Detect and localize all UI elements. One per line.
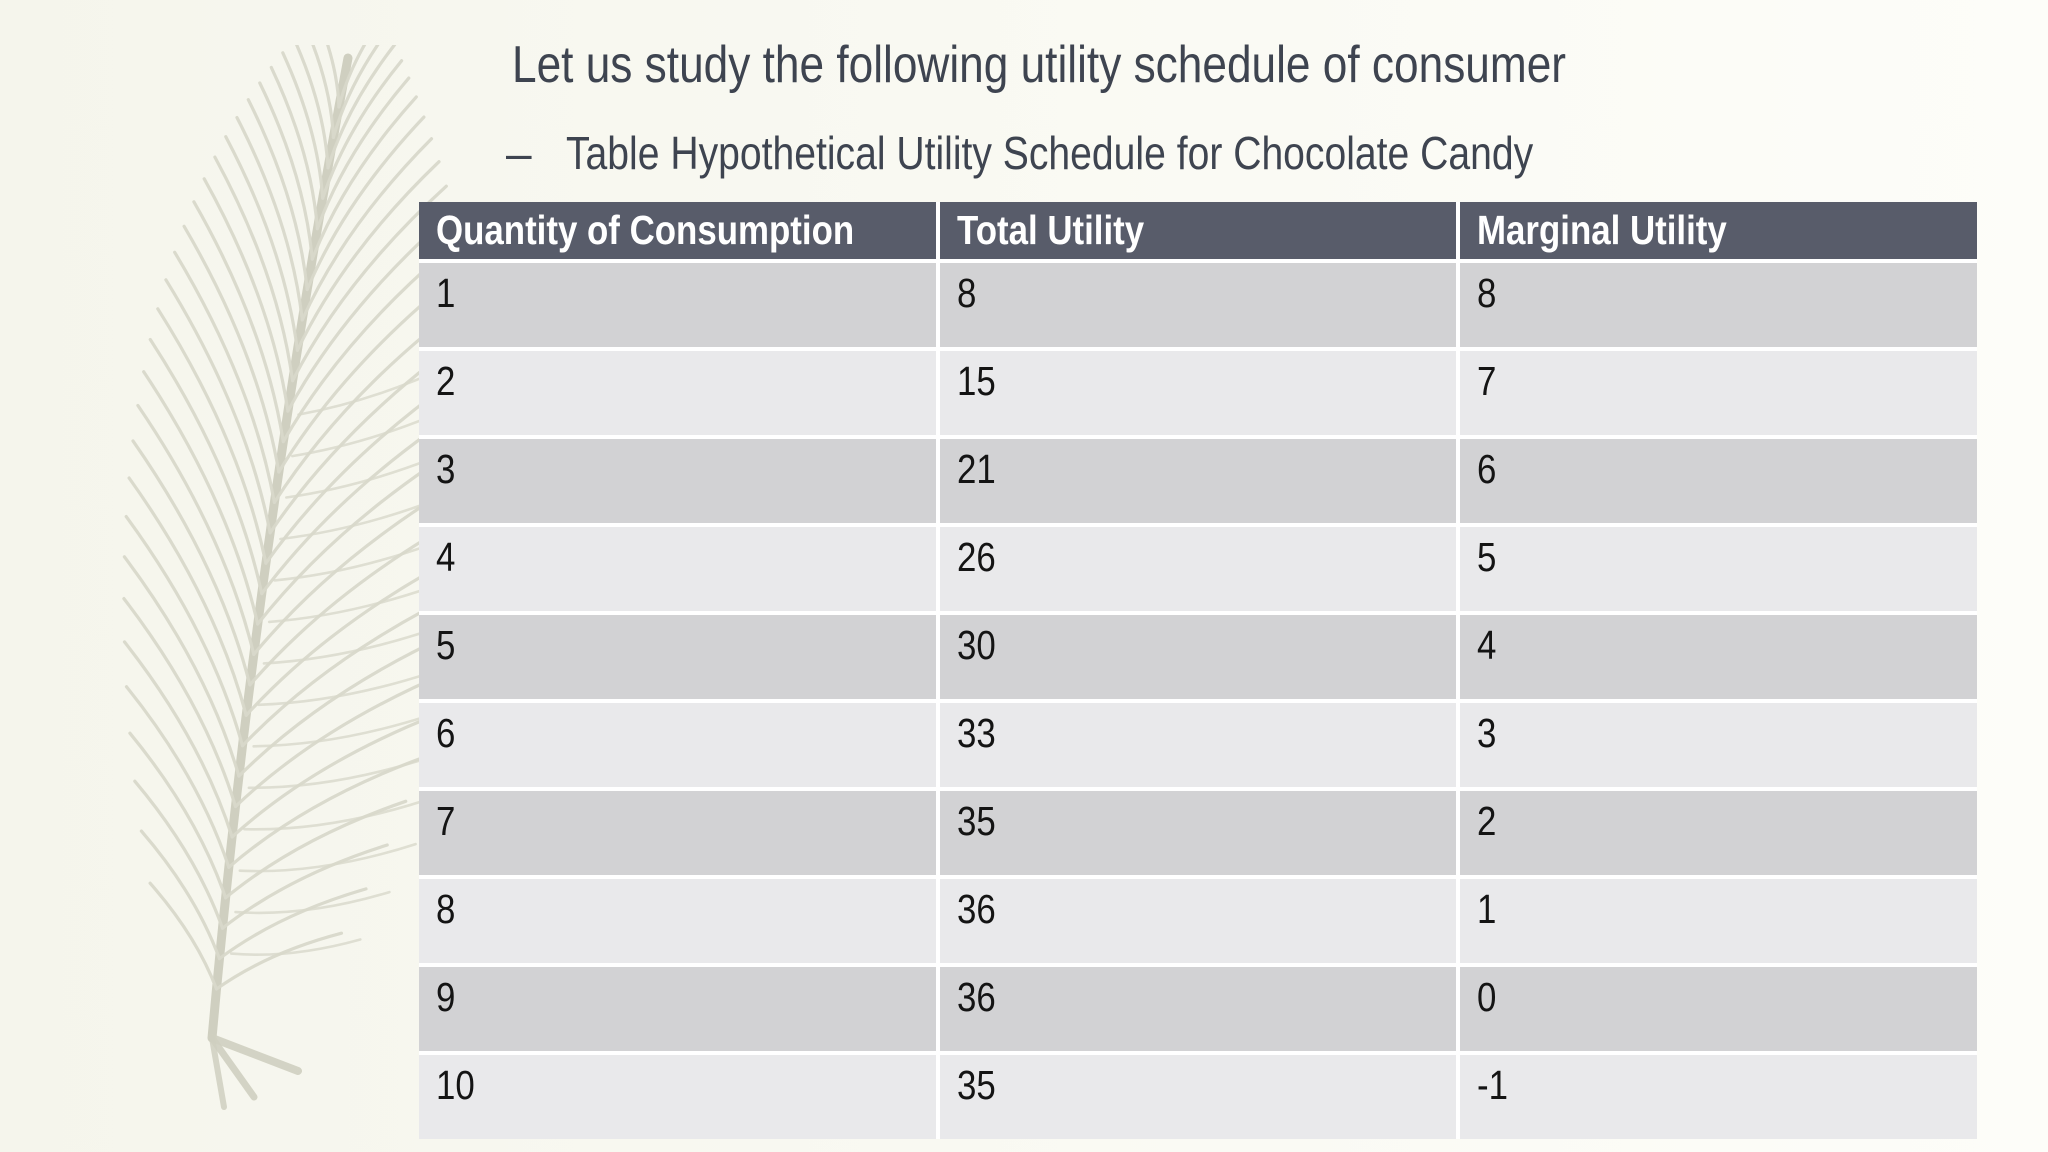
- table-cell: 26: [939, 527, 1457, 611]
- table-cell: -1: [1460, 1055, 1977, 1139]
- table-row: 4 26 5: [419, 527, 1977, 611]
- table-cell: 4: [419, 527, 936, 611]
- table-cell: 5: [1460, 527, 1977, 611]
- table-cell: 10: [419, 1055, 936, 1139]
- table-body: 1 8 8 2 15 7 3 21 6 4 26 5 5 30 4 6 33 3 7 35 2 8 36 1 9 36 0 10 35-…: [419, 263, 1977, 1139]
- table-row: 2 15 7: [419, 351, 1977, 435]
- table-row: 6 33 3: [419, 703, 1977, 787]
- table-row: 9 36 0: [419, 967, 1977, 1051]
- table-cell: 2: [419, 351, 936, 435]
- table-cell: 9: [419, 967, 936, 1051]
- table-cell: 1: [419, 263, 936, 347]
- table-cell: 4: [1460, 615, 1977, 699]
- bullet-dash: –: [506, 127, 532, 179]
- table-cell: 3: [419, 439, 936, 523]
- table-cell: 6: [419, 703, 936, 787]
- utility-schedule-table: Quantity of Consumption Total Utility Ma…: [419, 202, 1977, 1139]
- bullet-item: – Table Hypothetical Utility Schedule fo…: [506, 127, 1703, 180]
- bullet-text: Table Hypothetical Utility Schedule for …: [565, 127, 1533, 179]
- table-row: 5 30 4: [419, 615, 1977, 699]
- table-cell: 5: [419, 615, 936, 699]
- table-cell: 33: [939, 703, 1457, 787]
- table-cell: 8: [939, 263, 1457, 347]
- table-cell: 8: [419, 879, 936, 963]
- table-cell: 35: [939, 791, 1457, 875]
- table-row: 10 35 -1: [419, 1055, 1977, 1139]
- table-cell: 3: [1460, 703, 1977, 787]
- table-cell: 2: [1460, 791, 1977, 875]
- table-cell: 7: [419, 791, 936, 875]
- table-cell: 0: [1460, 967, 1977, 1051]
- header-cell-marginal-utility: Marginal Utility: [1460, 202, 1977, 259]
- table-cell: 21: [939, 439, 1457, 523]
- table-cell: 36: [939, 879, 1457, 963]
- table-cell: 36: [939, 967, 1457, 1051]
- table-cell: 35: [939, 1055, 1457, 1139]
- feather-illustration: [122, 45, 480, 1110]
- table-cell: 30: [939, 615, 1457, 699]
- table-row: 8 36 1: [419, 879, 1977, 963]
- slide-title: Let us study the following utility sched…: [512, 36, 1567, 94]
- table-row: 3 21 6: [419, 439, 1977, 523]
- table-cell: 1: [1460, 879, 1977, 963]
- header-cell-total-utility: Total Utility: [939, 202, 1457, 259]
- table-cell: 8: [1460, 263, 1977, 347]
- table-header-row: Quantity of Consumption Total Utility Ma…: [419, 202, 1977, 259]
- table-cell: 15: [939, 351, 1457, 435]
- table-row: 7 35 2: [419, 791, 1977, 875]
- table-cell: 6: [1460, 439, 1977, 523]
- header-cell-quantity: Quantity of Consumption: [419, 202, 936, 259]
- table-cell: 7: [1460, 351, 1977, 435]
